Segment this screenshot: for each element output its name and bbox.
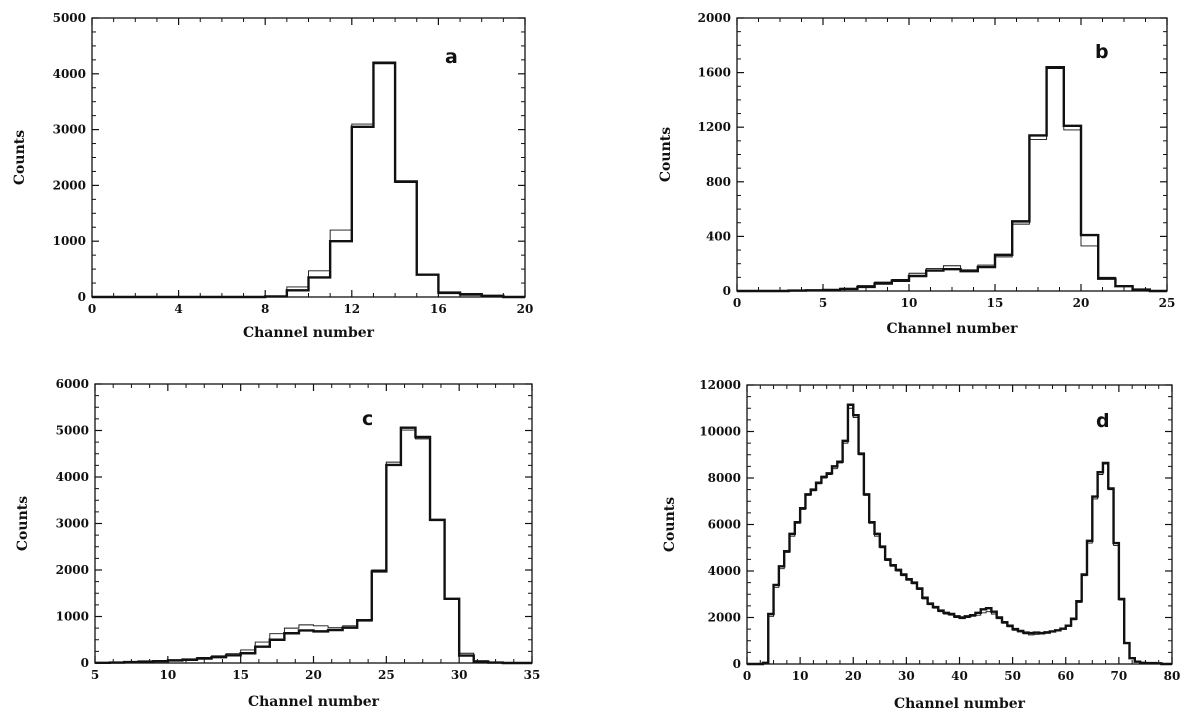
y-tick-label: 2000	[708, 611, 741, 625]
y-tick-label: 10000	[699, 425, 741, 439]
x-tick-label: 50	[1004, 669, 1021, 683]
y-tick-label: 0	[723, 284, 731, 298]
y-tick-label: 1200	[698, 120, 731, 134]
y-axis-label: Counts	[658, 127, 674, 182]
x-tick-label: 25	[378, 668, 395, 682]
x-tick-label: 15	[232, 668, 249, 682]
histogram-series-thin	[92, 63, 525, 298]
y-tick-label: 4000	[708, 564, 741, 578]
y-tick-label: 1000	[56, 610, 89, 624]
y-tick-label: 0	[78, 290, 86, 304]
y-tick-label: 0	[81, 656, 89, 670]
panel-d: 0 10 20 30 40 50 60 70 80 0 2000 4000 6000 8000 10000 1…	[662, 378, 1180, 712]
y-tick-label: 0	[733, 657, 741, 671]
y-tick-label: 3000	[56, 517, 89, 531]
y-tick-label: 4000	[56, 470, 89, 484]
histogram-series-thick	[737, 65, 1167, 293]
panel-letter: a	[445, 46, 458, 68]
y-tick-label: 2000	[53, 178, 86, 192]
x-tick-label: 5	[819, 296, 827, 310]
histogram-series-thick	[95, 426, 532, 665]
y-axis-label: Counts	[12, 130, 28, 185]
x-tick-label: 5	[91, 668, 99, 682]
y-tick-label: 400	[706, 229, 731, 243]
y-tick-label: 1000	[53, 234, 86, 248]
y-axis-label: Counts	[15, 496, 31, 551]
y-tick-label: 6000	[56, 377, 89, 391]
histogram-series-thick	[92, 61, 525, 299]
plot-frame	[91, 17, 526, 298]
y-tick-label: 2000	[56, 563, 89, 577]
x-tick-label: 10	[792, 669, 809, 683]
x-tick-label: 30	[898, 669, 915, 683]
x-tick-label: 4	[174, 302, 182, 316]
x-tick-label: 16	[430, 302, 447, 316]
panel-letter: b	[1095, 41, 1109, 63]
y-tick-label: 8000	[708, 471, 741, 485]
histogram-series-thick	[747, 403, 1172, 666]
x-tick-label: 80	[1164, 669, 1181, 683]
panel-b: 0 5 10 15 20 25 0 400 800 1200 1600 2000 Channel num…	[658, 11, 1175, 337]
histogram-series-thin	[95, 429, 532, 664]
x-axis-label: Channel number	[248, 694, 380, 710]
x-tick-label: 0	[88, 302, 96, 316]
x-tick-label: 20	[305, 668, 322, 682]
y-tick-label: 6000	[708, 518, 741, 532]
y-tick-label: 800	[706, 175, 731, 189]
x-tick-label: 0	[743, 669, 751, 683]
plot-frame	[94, 383, 533, 664]
x-tick-label: 70	[1111, 669, 1128, 683]
x-tick-label: 10	[159, 668, 176, 682]
y-tick-label: 3000	[53, 123, 86, 137]
y-axis-label: Counts	[662, 497, 678, 552]
x-axis-label: Channel number	[894, 696, 1026, 712]
x-tick-label: 20	[517, 302, 534, 316]
x-tick-label: 0	[733, 296, 741, 310]
histogram-series-thin	[737, 68, 1167, 292]
x-tick-label: 60	[1057, 669, 1074, 683]
x-axis-label: Channel number	[886, 321, 1018, 337]
x-tick-label: 20	[845, 669, 862, 683]
x-axis-label: Channel number	[243, 325, 375, 341]
x-tick-label: 35	[524, 668, 541, 682]
x-tick-label: 12	[343, 302, 360, 316]
x-tick-label: 20	[1073, 296, 1090, 310]
y-tick-label: 5000	[53, 11, 86, 25]
x-tick-label: 30	[451, 668, 468, 682]
x-tick-label: 15	[987, 296, 1004, 310]
x-tick-label: 40	[951, 669, 968, 683]
y-tick-label: 1600	[698, 66, 731, 80]
y-tick-label: 4000	[53, 67, 86, 81]
panel-letter: c	[362, 408, 373, 430]
panel-a: 0 4 8 12 16 20 0 1000 2000 3000 4000 5000 Channel nu…	[12, 11, 533, 341]
y-tick-label: 12000	[699, 378, 741, 392]
panel-letter: d	[1096, 410, 1110, 432]
histogram-series-thin	[747, 407, 1172, 665]
x-tick-label: 25	[1159, 296, 1176, 310]
x-tick-label: 8	[261, 302, 269, 316]
panel-c: 5 10 15 20 25 30 35 0 1000 2000 3000 4000 5000 6000 Ch…	[15, 377, 540, 710]
y-tick-label: 5000	[56, 424, 89, 438]
y-tick-label: 2000	[698, 11, 731, 25]
x-tick-label: 10	[901, 296, 918, 310]
